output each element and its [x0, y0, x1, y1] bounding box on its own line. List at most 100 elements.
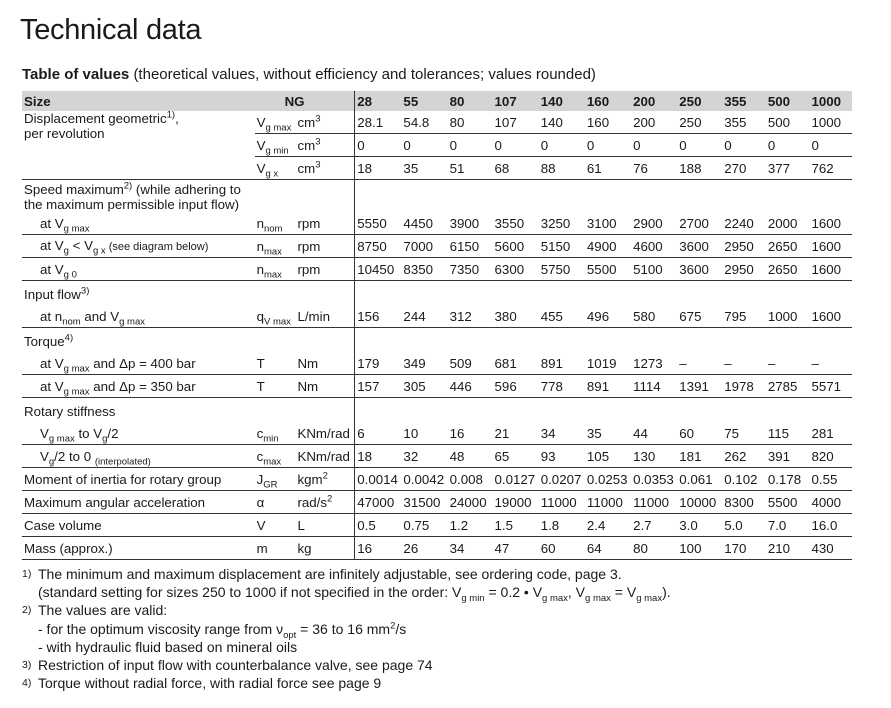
- value-cell: 65: [492, 444, 539, 468]
- subscript: max: [263, 456, 282, 468]
- value-cell: 5750: [538, 257, 585, 281]
- value-cell: 244: [401, 305, 448, 328]
- value-cell: 455: [538, 305, 585, 328]
- text: J: [256, 471, 264, 487]
- subscript: max: [263, 269, 282, 281]
- value-cell: 5550: [354, 212, 402, 235]
- subscript: (interpolated): [94, 456, 151, 468]
- text: Restriction of input flow with counterba…: [38, 657, 433, 674]
- symbol: nmax: [254, 234, 296, 258]
- text: Maximum angular acceleration: [24, 494, 206, 510]
- value-cell: 250: [677, 111, 723, 134]
- superscript: 2): [123, 180, 133, 192]
- value-cell: 5600: [492, 234, 539, 258]
- value-cell: 675: [677, 305, 723, 328]
- data-row: Case volume V L 0.5 0.75 1.2 1.5 1.8 2.4 2.7 3.0 5.…: [22, 513, 852, 537]
- group-heading-row: Rotary stiffness: [22, 397, 852, 423]
- text: KNm/rad: [297, 425, 350, 441]
- text: n: [256, 261, 264, 277]
- value-cell: 5100: [631, 257, 678, 281]
- value-cell: 0.178: [765, 467, 810, 491]
- subscript: g max: [63, 223, 90, 235]
- value-cell: 0.102: [722, 467, 766, 491]
- value-cell: 21: [492, 422, 539, 445]
- value-cell: 140: [538, 111, 585, 134]
- footnote-text: Restriction of input flow with counterba…: [38, 656, 433, 674]
- value-cell: 2240: [722, 212, 766, 235]
- text: and Δp = 350 bar: [89, 378, 196, 394]
- subscript: g max: [542, 593, 568, 604]
- value-cell: 0: [401, 133, 448, 157]
- text: Torque: [24, 333, 65, 349]
- text: kgm: [297, 471, 323, 487]
- text: ).: [662, 584, 671, 601]
- value-cell: 0.75: [401, 513, 448, 537]
- text: cm: [297, 160, 316, 176]
- value-cell: 0: [492, 133, 539, 157]
- footnotes: 1) The minimum and maximum displacement a…: [22, 565, 671, 692]
- unit: kgm2: [295, 467, 355, 491]
- empty-cell: [354, 280, 852, 305]
- subscript: g max: [48, 433, 75, 445]
- footnote: 2) The values are valid: - for the optimum…: [22, 601, 671, 656]
- size-header: 28: [354, 91, 402, 111]
- unit: cm3: [295, 156, 355, 180]
- size-header: 1000: [811, 93, 842, 109]
- text: c: [256, 448, 264, 464]
- value-cell: 28.1: [354, 111, 402, 134]
- text: V: [40, 448, 49, 464]
- unit: rpm: [295, 257, 355, 281]
- text-line: - for the optimum viscosity range from ν…: [38, 620, 406, 640]
- symbol: qV max: [254, 305, 296, 328]
- value-cell: 4900: [584, 234, 632, 258]
- value-cell: 6: [354, 422, 402, 445]
- size-header: 200: [633, 93, 656, 109]
- value-cell: 47000: [354, 490, 402, 514]
- symbol: T: [254, 374, 296, 398]
- text: at n: [40, 308, 63, 324]
- text: , V: [567, 584, 586, 601]
- symbol: T: [254, 352, 296, 375]
- text: KNm/rad: [297, 448, 350, 464]
- value-cell: 0.55: [809, 467, 852, 491]
- text-line: Displacement geometric1),: [24, 110, 253, 126]
- value-cell: 179: [354, 352, 402, 375]
- text-line: per revolution: [24, 126, 253, 141]
- value-cell: 500: [765, 111, 810, 134]
- subscript: g max: [119, 316, 145, 328]
- value-cell: 0: [447, 133, 493, 157]
- value-cell: 6150: [447, 234, 493, 258]
- text-line: Torque4): [24, 333, 352, 349]
- text-line: Maximum angular acceleration: [24, 495, 253, 510]
- text: to V: [74, 425, 103, 441]
- subscript: max: [263, 246, 282, 258]
- value-cell: 8350: [401, 257, 448, 281]
- symbol: m: [254, 536, 296, 560]
- value-cell: 891: [538, 352, 585, 375]
- text-line: Rotary stiffness: [24, 404, 352, 419]
- value-cell: 88: [538, 156, 585, 180]
- symbol: Vg min: [254, 133, 296, 157]
- value-cell: 1600: [809, 305, 852, 328]
- text-line: Restriction of input flow with counterba…: [38, 656, 433, 674]
- size-header: 355: [724, 93, 747, 109]
- row-label: Case volume: [22, 513, 255, 537]
- data-row: at Vg max and Δp = 350 bar T Nm 157 305 446 59…: [22, 374, 852, 398]
- text-line: Torque without radial force, with radial…: [38, 674, 381, 692]
- value-cell: 0: [354, 133, 402, 157]
- data-row: Vg/2 to 0 (interpolated) cmax KNm/rad 18 32 4…: [22, 444, 852, 468]
- text: rpm: [297, 238, 321, 254]
- value-cell: 762: [809, 156, 852, 180]
- value-cell: 26: [401, 536, 448, 560]
- footnote-text: The minimum and maximum displacement are…: [38, 565, 671, 604]
- value-cell: 5500: [765, 490, 810, 514]
- subscript: min: [263, 433, 279, 445]
- footnote: 3) Restriction of input flow with counter…: [22, 656, 671, 674]
- text: T: [256, 378, 265, 394]
- text: c: [256, 425, 264, 441]
- group-heading: Rotary stiffness: [22, 398, 355, 423]
- text: = V: [610, 584, 637, 601]
- text: rpm: [297, 261, 321, 277]
- superscript: 3: [315, 159, 321, 171]
